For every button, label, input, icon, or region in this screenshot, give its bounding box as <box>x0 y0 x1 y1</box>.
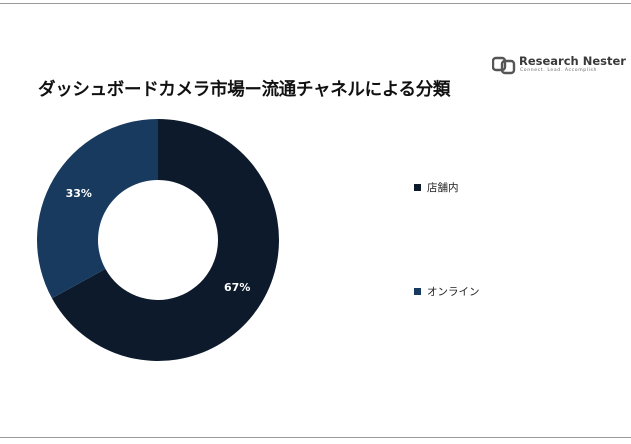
bottom-rule <box>0 437 631 438</box>
donut-slice-online <box>36 118 158 299</box>
research-nester-logo-icon <box>492 56 516 75</box>
chart-title: ダッシュボードカメラ市場ー流通チャネルによる分類 <box>38 80 451 100</box>
legend-item-online: オンライン <box>414 284 480 298</box>
legend-item-in-store: 店舗内 <box>414 180 459 194</box>
legend-swatch-online <box>414 287 421 295</box>
data-label-online: 33% <box>66 187 92 200</box>
legend-label-in-store: 店舗内 <box>427 181 459 194</box>
legend-label-online: オンライン <box>427 285 480 298</box>
logo-name: Research Nester <box>519 54 626 68</box>
logo-tagline: Connect. Lead. Accomplish <box>520 68 598 73</box>
brand-logo: Research Nester Connect. Lead. Accomplis… <box>492 52 626 80</box>
data-label-in-store: 67% <box>224 281 250 294</box>
legend-swatch-in-store <box>414 183 421 191</box>
top-rule <box>0 3 631 4</box>
donut-slice-in-store <box>51 119 279 361</box>
